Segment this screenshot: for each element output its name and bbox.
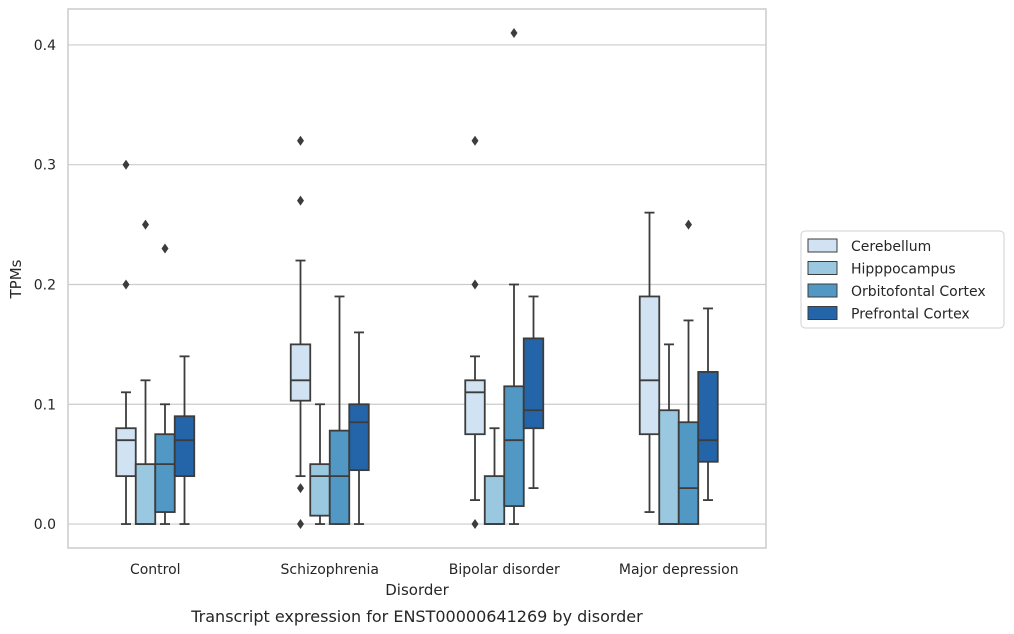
x-tick-labels: Control Schizophrenia Bipolar disorder Majo… [130,562,739,578]
x-tick-label: Major depression [619,562,739,578]
outlier-point [471,279,479,290]
box-group [522,295,545,490]
outlier-point [297,135,304,146]
outlier-point [142,219,149,230]
outlier-point [510,27,518,38]
y-tick-labels: 0.0 0.1 0.2 0.3 0.4 [34,38,56,533]
box-group [115,159,137,525]
outlier-point [471,519,479,530]
box-group [658,343,680,525]
x-tick-label: Bipolar disorder [449,562,560,578]
box-group [328,295,351,525]
y-tick-label: 0.4 [34,38,56,54]
outlier-point [297,483,304,494]
box [697,371,719,463]
box-group [638,211,661,513]
chart-caption: Transcript expression for ENST0000064126… [190,607,643,626]
box [348,403,370,472]
outlier-point [161,243,169,254]
plot-boxes [115,27,719,530]
box-group [173,355,196,525]
outlier-point [297,519,304,530]
legend-label: Prefrontal Cortex [851,307,970,323]
y-tick-label: 0.2 [34,277,56,293]
x-tick-label: Schizophrenia [281,562,379,578]
box-group [309,403,331,525]
box [134,463,157,525]
x-axis-title: Disorder [385,581,449,599]
legend-label: Cerebellum [851,239,931,255]
y-tick-label: 0.3 [34,158,56,174]
box [503,385,525,507]
box [658,409,680,525]
legend-swatch [807,261,838,275]
box-group [464,135,486,530]
box [154,433,176,513]
y-tick-label: 0.0 [34,517,56,533]
legend: Cerebellum Hipppocampus Orbitofontal Corte… [800,230,1005,329]
outlier-point [685,219,692,230]
box [677,421,700,525]
box-group [483,427,506,525]
legend-label: Hipppocampus [851,262,956,278]
legend-frame [800,230,1005,329]
legend-swatch [807,306,838,320]
plot-frame [67,8,767,549]
outlier-point [471,135,479,146]
box-group [348,331,370,525]
box-group [503,27,525,525]
x-tick-label: Control [130,562,181,578]
outlier-point [122,159,130,170]
box-group [154,243,176,525]
legend-swatch [807,283,838,298]
box [483,475,506,525]
y-tick-label: 0.1 [34,397,56,413]
box [289,343,312,402]
legend-label: Orbitofontal Cortex [851,284,986,300]
box [115,427,137,478]
box [309,463,331,517]
box [638,295,661,436]
y-axis-title: TPMs [7,259,25,299]
box-group [289,135,312,530]
legend-swatch [807,238,838,253]
outlier-point [122,279,130,290]
box-group [697,307,719,501]
box [522,337,545,430]
box-group [677,219,700,525]
box [464,379,486,436]
box [173,415,196,478]
box [328,429,351,525]
outlier-point [297,195,304,206]
box-group [134,219,157,525]
